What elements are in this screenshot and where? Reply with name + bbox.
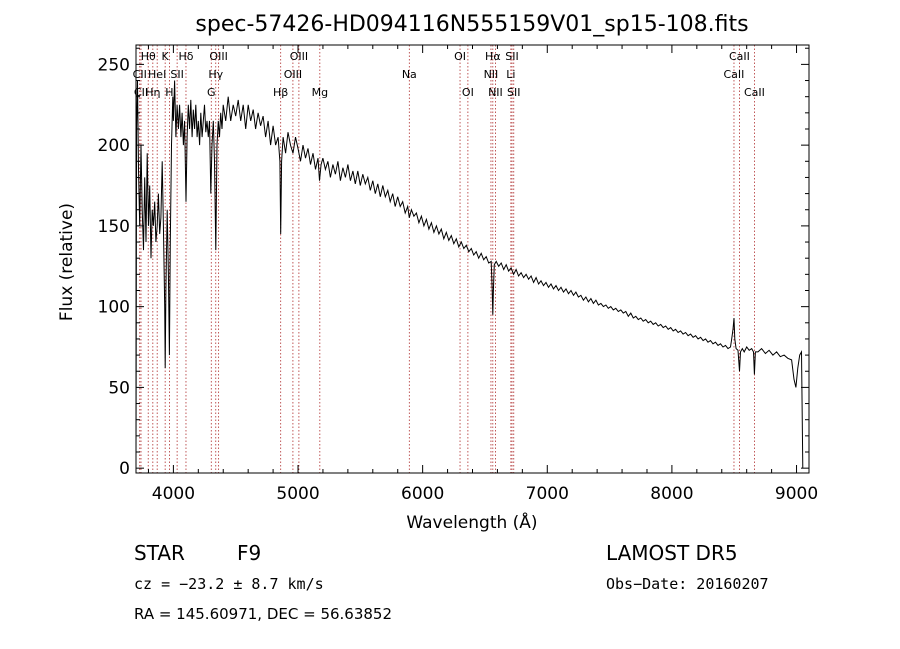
- line-label: Hγ: [208, 68, 223, 81]
- y-tick-label: 150: [98, 217, 130, 237]
- y-axis-ticks: 0 50 100 150 200 250: [98, 47, 809, 479]
- line-label: Hδ: [178, 50, 193, 63]
- line-label: Hθ: [141, 50, 156, 63]
- line-label: HeI: [148, 68, 166, 81]
- line-label: NII: [488, 86, 503, 99]
- line-label: OIII: [209, 50, 227, 63]
- subclass-label: F9: [237, 541, 261, 565]
- line-label: G: [207, 86, 216, 99]
- line-label: CaII: [729, 50, 750, 63]
- chart-title: spec-57426-HD094116N555159V01_sp15-108.f…: [195, 12, 748, 37]
- y-tick-label: 250: [98, 55, 130, 75]
- y-axis-label: Flux (relative): [57, 203, 77, 321]
- line-label: OIII: [284, 68, 302, 81]
- x-tick-label: 5000: [276, 484, 319, 504]
- x-tick-label: 7000: [526, 484, 569, 504]
- x-tick-label: 4000: [152, 484, 195, 504]
- y-tick-label: 200: [98, 136, 130, 156]
- line-label: Hη: [145, 86, 160, 99]
- x-axis-label: Wavelength (Å): [406, 511, 537, 533]
- line-label: CaII: [744, 86, 765, 99]
- coords-readout: RA = 145.60971, DEC = 56.63852: [134, 605, 392, 623]
- y-tick-label: 50: [108, 378, 130, 398]
- line-label: SII: [505, 50, 518, 63]
- line-label: CII: [133, 68, 147, 81]
- x-axis-ticks: 4000 5000 6000 7000 8000 9000: [147, 45, 818, 504]
- line-label: H: [165, 86, 173, 99]
- obs-date: Obs−Date: 20160207: [606, 575, 769, 593]
- line-label: Hα: [485, 50, 501, 63]
- line-label: CaII: [724, 68, 745, 81]
- line-label: OIII: [290, 50, 308, 63]
- x-tick-label: 8000: [650, 484, 693, 504]
- y-tick-label: 100: [98, 298, 130, 318]
- line-label: NII: [484, 68, 499, 81]
- class-label: STAR: [134, 541, 185, 565]
- line-label: SII: [507, 86, 520, 99]
- line-label: OI: [454, 50, 466, 63]
- spectrum-line: [135, 80, 804, 469]
- line-label: Li: [506, 68, 515, 81]
- survey-label: LAMOST DR5: [606, 541, 738, 565]
- line-label: OI: [462, 86, 474, 99]
- y-tick-label: 0: [119, 459, 130, 479]
- line-label: Hβ: [273, 86, 288, 99]
- cz-readout: cz = −23.2 ± 8.7 km/s: [134, 575, 324, 593]
- line-label: Na: [402, 68, 417, 81]
- line-label: K: [162, 50, 170, 63]
- emission-line-markers: [139, 45, 755, 473]
- line-label: Mg: [312, 86, 328, 99]
- x-tick-label: 6000: [401, 484, 444, 504]
- x-tick-label: 9000: [775, 484, 818, 504]
- line-label: SII: [170, 68, 183, 81]
